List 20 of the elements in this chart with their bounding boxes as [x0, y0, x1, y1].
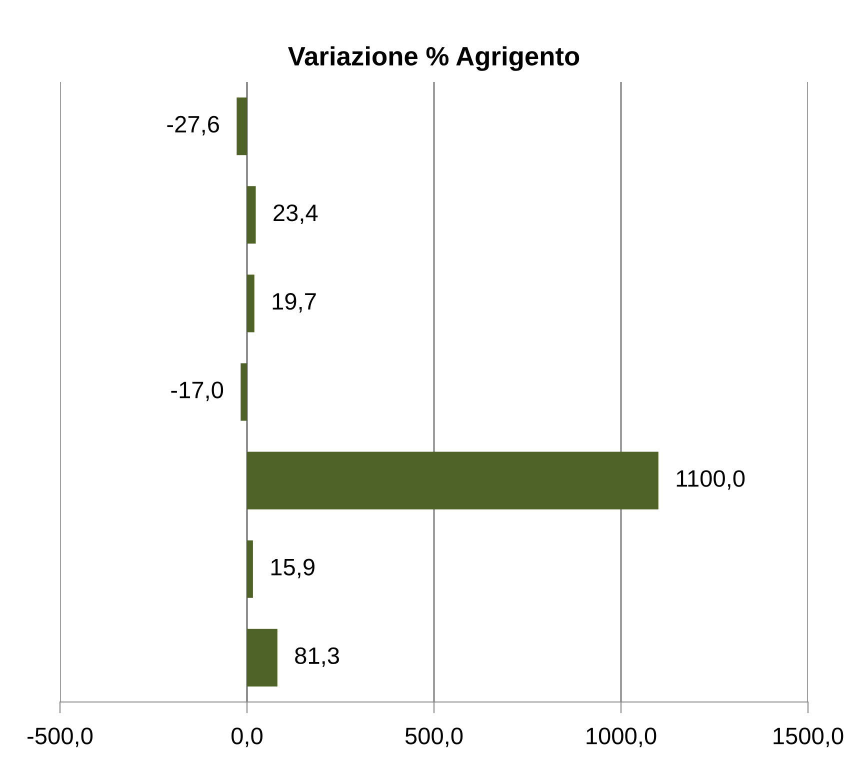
chart-title: Variazione % Agrigento	[288, 46, 580, 71]
x-tick-label: -500,0	[28, 728, 93, 748]
data-label: -17,0	[171, 382, 224, 402]
data-label: 19,7	[272, 293, 316, 313]
data-label: 1100,0	[676, 470, 745, 490]
x-tick-label: 1000,0	[586, 728, 656, 748]
data-label: 23,4	[274, 204, 318, 224]
x-tick-label: 0,0	[232, 728, 262, 748]
bar	[247, 186, 256, 244]
bar	[240, 363, 247, 421]
x-tick-label: 1500,0	[774, 728, 844, 748]
data-label: 15,9	[271, 558, 314, 578]
bar	[247, 628, 278, 686]
data-label: 81,3	[295, 647, 339, 667]
x-tick-label: 500,0	[405, 728, 463, 748]
bar	[247, 274, 254, 332]
bar	[247, 540, 253, 598]
bar	[247, 452, 658, 510]
bar	[236, 98, 247, 156]
data-label: -27,6	[167, 116, 219, 136]
